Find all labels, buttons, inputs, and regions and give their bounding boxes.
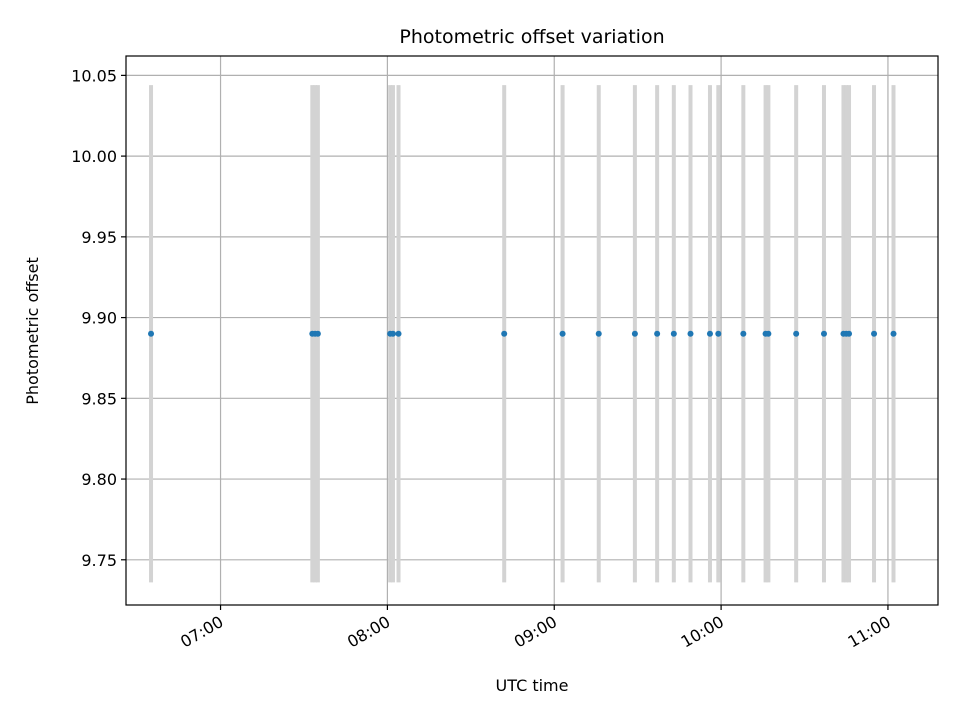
data-point [559, 330, 566, 337]
x-axis-title: UTC time [496, 676, 569, 695]
data-point [890, 330, 897, 337]
x-tick-label: 11:00 [845, 612, 894, 652]
data-point [740, 330, 747, 337]
data-point [395, 330, 402, 337]
y-tick-label: 10.00 [71, 147, 117, 166]
data-point [654, 330, 661, 337]
y-tick-label: 9.75 [81, 551, 117, 570]
data-point [595, 330, 602, 337]
data-point [820, 330, 827, 337]
x-axis-ticks: 07:00 08:00 09:00 10:00 11:00 [177, 605, 894, 652]
plot-frame [125, 55, 939, 606]
y-axis-ticks: 9.75 9.80 9.85 9.90 9.95 10.00 10.05 [71, 66, 126, 570]
data-point [765, 330, 772, 337]
data-point [389, 330, 396, 337]
data-points [148, 330, 897, 337]
data-point [148, 330, 155, 337]
data-point [314, 330, 321, 337]
data-point [501, 330, 508, 337]
error-bars [149, 85, 896, 583]
data-point [846, 330, 853, 337]
data-point [706, 330, 713, 337]
y-tick-label: 9.80 [81, 470, 117, 489]
data-point [871, 330, 878, 337]
x-tick-label: 09:00 [511, 612, 560, 652]
grid [126, 56, 938, 605]
y-tick-label: 9.90 [81, 309, 117, 328]
y-tick-label: 9.95 [81, 228, 117, 247]
data-point [793, 330, 800, 337]
x-tick-label: 08:00 [344, 612, 393, 652]
x-tick-label: 07:00 [177, 612, 226, 652]
y-axis-title: Photometric offset [23, 257, 42, 405]
data-point [715, 330, 722, 337]
y-tick-label: 10.05 [71, 66, 117, 85]
data-point [687, 330, 694, 337]
x-tick-label: 10:00 [678, 612, 727, 652]
data-point [631, 330, 638, 337]
data-point [670, 330, 677, 337]
chart-title: Photometric offset variation [399, 26, 664, 48]
y-tick-label: 9.85 [81, 389, 117, 408]
